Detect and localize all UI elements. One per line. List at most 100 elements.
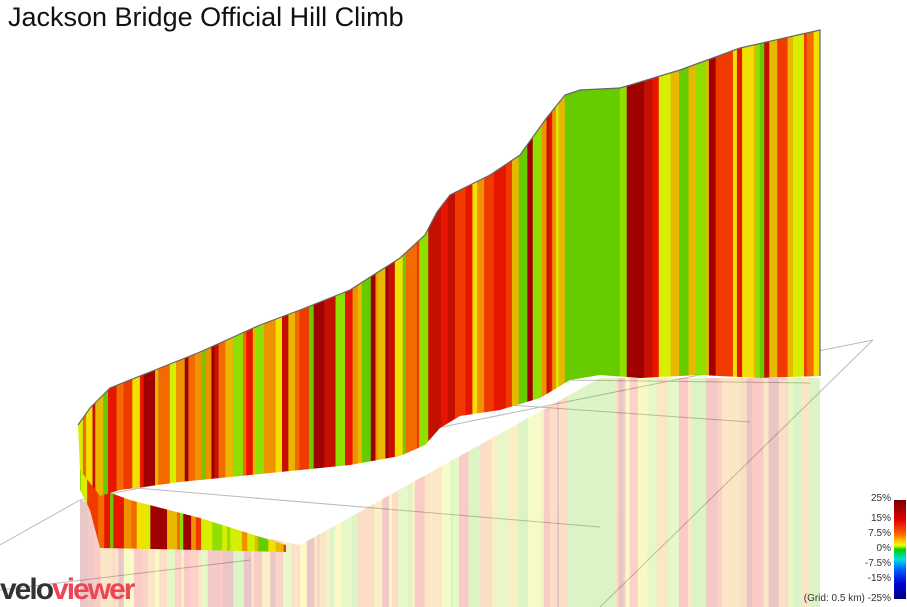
gradient-segment bbox=[618, 378, 624, 607]
gradient-segment bbox=[282, 30, 289, 496]
gradient-segment bbox=[576, 378, 585, 607]
gradient-segment bbox=[722, 378, 732, 607]
gradient-segment bbox=[527, 30, 534, 496]
gradient-segment bbox=[275, 378, 284, 607]
gradient-segment bbox=[768, 378, 780, 607]
gradient-segment bbox=[480, 378, 493, 607]
gradient-segment bbox=[751, 378, 764, 607]
gradient-segment bbox=[763, 378, 769, 607]
gradient-segment bbox=[695, 30, 707, 496]
gradient-segment bbox=[212, 430, 223, 552]
gradient-segment bbox=[211, 30, 215, 496]
gradient-segment bbox=[294, 378, 298, 607]
gradient-segment bbox=[430, 378, 434, 607]
gradient-segment bbox=[679, 30, 690, 496]
gradient-segment bbox=[546, 30, 550, 496]
gradient-segment bbox=[205, 30, 212, 496]
gradient-segment bbox=[179, 430, 184, 552]
gradient-segment bbox=[801, 378, 810, 607]
gradient-segment bbox=[497, 30, 507, 496]
gradient-segment bbox=[195, 430, 202, 552]
gradient-segment bbox=[753, 30, 757, 496]
gradient-segment bbox=[424, 378, 432, 607]
gradient-segment bbox=[644, 30, 653, 496]
legend-tick: 15% bbox=[870, 513, 891, 524]
gradient-segment bbox=[405, 30, 418, 496]
gradient-segment bbox=[428, 30, 438, 496]
gradient-segment bbox=[458, 378, 470, 607]
gradient-segment bbox=[254, 430, 259, 552]
gradient-segment bbox=[242, 30, 247, 496]
gradient-segment bbox=[251, 378, 255, 607]
gradient-segment bbox=[637, 378, 643, 607]
gradient-segment bbox=[706, 378, 719, 607]
gradient-segment bbox=[131, 430, 138, 552]
gradient-segment bbox=[759, 30, 765, 496]
gradient-segment bbox=[518, 30, 522, 496]
gradient-segment bbox=[450, 378, 454, 607]
gradient-segment bbox=[806, 30, 815, 496]
gradient-segment bbox=[607, 378, 617, 607]
gradient-segment bbox=[527, 378, 537, 607]
gradient-segment bbox=[191, 430, 197, 552]
gradient-segment bbox=[306, 378, 315, 607]
gradient-segment bbox=[736, 30, 743, 496]
gradient-segment bbox=[558, 30, 566, 496]
veloviewer-logo[interactable]: veloviewer bbox=[0, 573, 135, 607]
gradient-segment bbox=[222, 378, 234, 607]
gradient-segment bbox=[803, 30, 808, 496]
gradient-segment bbox=[207, 378, 220, 607]
gradient-segment bbox=[233, 378, 245, 607]
gradient-segment bbox=[579, 30, 584, 496]
gradient-segment bbox=[668, 378, 680, 607]
gradient-segment bbox=[559, 378, 568, 607]
gradient-segment bbox=[275, 430, 285, 552]
gradient-segment bbox=[177, 430, 181, 552]
gradient-segment bbox=[764, 30, 770, 496]
gradient-segment bbox=[479, 30, 485, 496]
grid-line bbox=[0, 499, 81, 546]
gradient-segment bbox=[80, 430, 82, 552]
gradient-segment bbox=[656, 378, 669, 607]
legend-tick: -7.5% bbox=[864, 558, 891, 569]
gradient-segment bbox=[407, 378, 413, 607]
gradient-segment bbox=[732, 30, 738, 496]
grid-line bbox=[599, 339, 874, 607]
gradient-segment bbox=[494, 30, 499, 496]
gradient-segment bbox=[294, 30, 301, 496]
gradient-segment bbox=[444, 30, 449, 496]
gradient-segment bbox=[241, 430, 248, 552]
gradient-segment bbox=[345, 30, 354, 496]
gradient-segment bbox=[275, 30, 283, 496]
gradient-segment bbox=[136, 430, 147, 552]
gradient-segment bbox=[625, 378, 631, 607]
gradient-segment bbox=[645, 378, 649, 607]
gradient-segment bbox=[564, 30, 573, 496]
gradient-segment bbox=[255, 30, 265, 496]
gradient-segment bbox=[556, 378, 560, 607]
gradient-segment bbox=[432, 378, 443, 607]
gradient-segment bbox=[616, 378, 619, 607]
gradient-segment bbox=[556, 30, 559, 496]
gradient-segment bbox=[391, 378, 399, 607]
gradient-segment bbox=[264, 30, 277, 496]
gradient-segment bbox=[678, 378, 689, 607]
gradient-segment bbox=[809, 378, 820, 607]
gradient-segment bbox=[198, 378, 202, 607]
gradient-segment bbox=[436, 30, 442, 496]
gradient-segment bbox=[411, 378, 416, 607]
gradient-segment bbox=[518, 378, 525, 607]
gradient-segment bbox=[708, 30, 717, 496]
gradient-segment bbox=[80, 378, 89, 607]
legend-tick: -25% bbox=[867, 593, 891, 604]
gradient-segment bbox=[402, 30, 407, 496]
gradient-segment bbox=[730, 378, 742, 607]
gradient-segment bbox=[246, 30, 254, 496]
gradient-segment bbox=[532, 30, 543, 496]
gradient-segment bbox=[598, 378, 609, 607]
gradient-segment bbox=[98, 430, 105, 552]
logo-part: velo bbox=[0, 573, 54, 606]
gradient-segment bbox=[308, 30, 315, 496]
gradient-segment bbox=[161, 430, 168, 552]
gradient-segment bbox=[778, 378, 789, 607]
